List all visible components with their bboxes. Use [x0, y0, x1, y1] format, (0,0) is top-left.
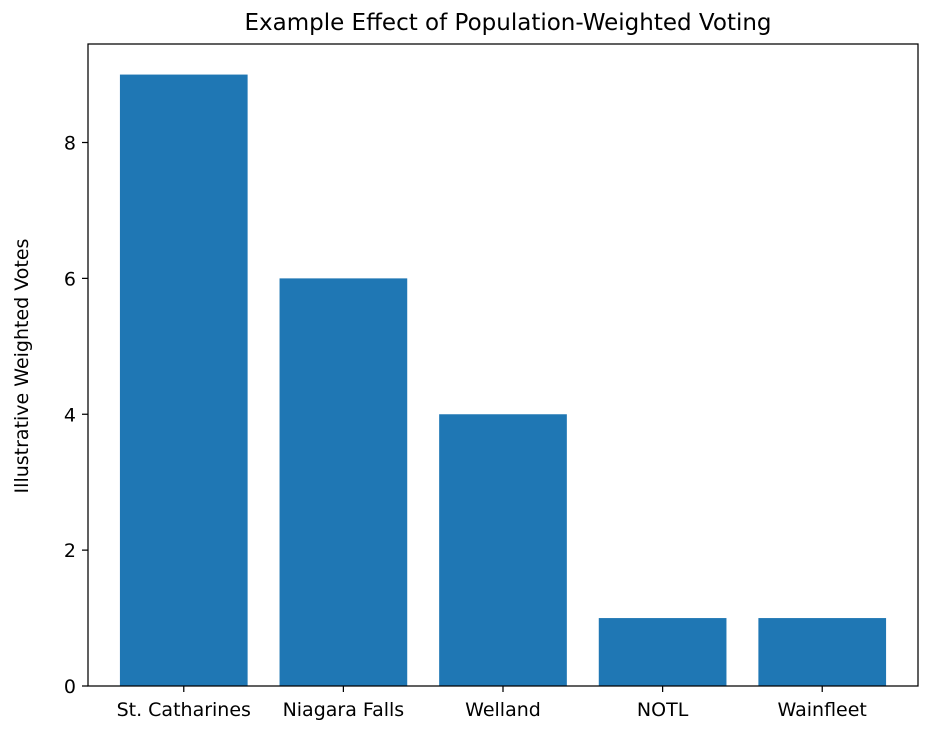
y-tick-label: 4 [64, 404, 76, 426]
y-tick-label: 8 [64, 133, 76, 155]
x-tick-label: St. Catharines [117, 699, 251, 721]
x-tick-label: Niagara Falls [283, 699, 405, 721]
plot-frame [87, 43, 919, 687]
x-tick-label: NOTL [637, 699, 689, 721]
x-tick-label: Welland [465, 699, 541, 721]
y-tick-label: 2 [64, 540, 76, 562]
y-axis-ticks: 0 2 4 6 8 [64, 133, 88, 698]
bar-notl [598, 618, 727, 686]
bars-layer [119, 74, 887, 687]
bar-st-catharines [119, 74, 248, 687]
y-tick-label: 0 [64, 676, 76, 698]
y-axis-title: Illustrative Weighted Votes [11, 239, 33, 494]
plot-area: 0 2 4 6 8 St. Catharines Niagara Falls Welland… [64, 43, 919, 721]
y-tick-label: 6 [64, 268, 76, 290]
chart-title: Example Effect of Population-Weighted Vo… [244, 10, 771, 36]
x-tick-label: Wainfleet [778, 699, 867, 721]
bar-wainfleet [758, 618, 887, 686]
bar-niagara-falls [279, 278, 408, 686]
x-axis-ticks: St. Catharines Niagara Falls Welland NOTL Wa… [117, 686, 867, 721]
bar-welland [439, 414, 567, 686]
